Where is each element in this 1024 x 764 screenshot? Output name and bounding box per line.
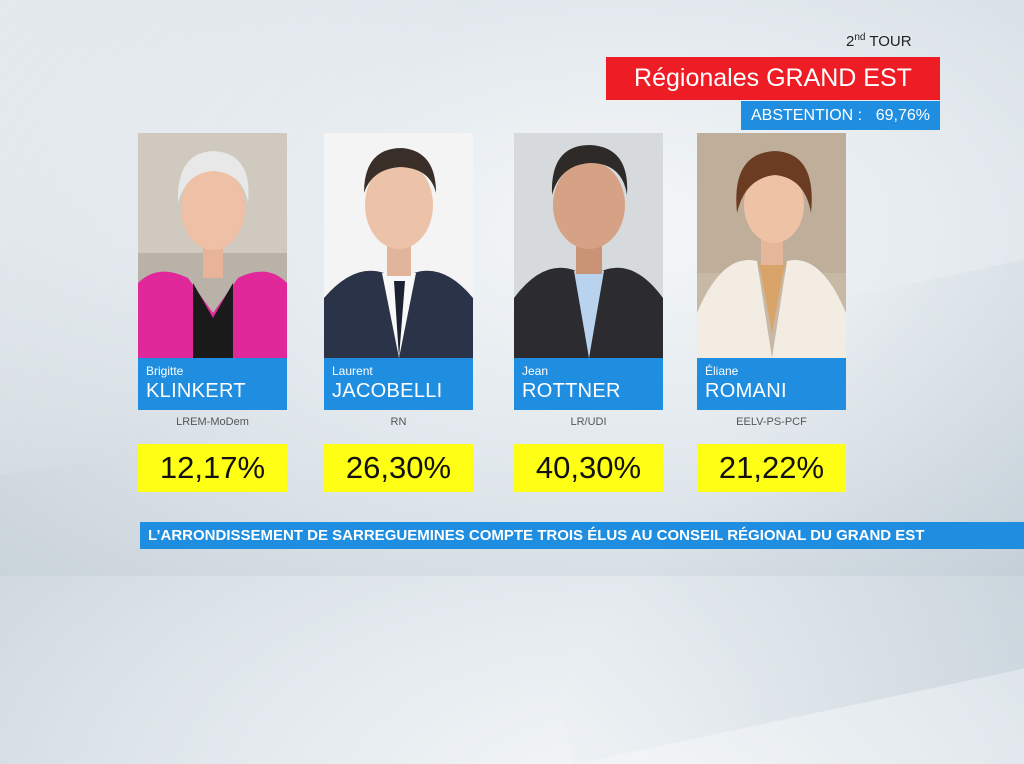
candidate-score: 21,22%: [697, 444, 846, 492]
candidate-photo: [324, 133, 473, 358]
candidate-first-name: Brigitte: [146, 364, 184, 378]
candidate-party: LREM-MoDem: [176, 416, 249, 428]
candidate-namebox: Brigitte KLINKERT: [138, 358, 287, 410]
candidate-first-name: Éliane: [705, 364, 739, 378]
candidate-photo: [697, 133, 846, 358]
candidate-party: RN: [390, 416, 407, 428]
election-title: Régionales GRAND EST: [606, 57, 940, 100]
candidate-score: 40,30%: [514, 444, 663, 492]
candidate-card-klinkert: Brigitte KLINKERT LREM-MoDem 12,17%: [138, 133, 287, 492]
abstention-bar: ABSTENTION : 69,76%: [741, 101, 940, 130]
candidate-last-name: ROTTNER: [522, 380, 621, 402]
round-label: 2nd TOUR: [846, 32, 912, 50]
candidate-photo: [514, 133, 663, 358]
candidate-namebox: Laurent JACOBELLI: [324, 358, 473, 410]
candidate-card-romani: Éliane ROMANI EELV-PS-PCF 21,22%: [697, 133, 846, 492]
candidate-card-rottner: Jean ROTTNER LR/UDI 40,30%: [514, 133, 663, 492]
candidate-namebox: Éliane ROMANI: [697, 358, 846, 410]
news-ticker-banner: L’ARRONDISSEMENT DE SARREGUEMINES COMPTE…: [140, 522, 1024, 549]
candidate-last-name: ROMANI: [705, 380, 787, 402]
candidate-last-name: JACOBELLI: [332, 380, 443, 402]
candidate-namebox: Jean ROTTNER: [514, 358, 663, 410]
candidate-party: LR/UDI: [570, 416, 607, 428]
candidate-score: 12,17%: [138, 444, 287, 492]
candidate-party: EELV-PS-PCF: [736, 416, 807, 428]
abstention-label: ABSTENTION :: [751, 107, 863, 124]
candidate-photo: [138, 133, 287, 358]
candidate-card-jacobelli: Laurent JACOBELLI RN 26,30%: [324, 133, 473, 492]
candidate-first-name: Laurent: [332, 364, 373, 378]
candidate-first-name: Jean: [522, 364, 549, 378]
abstention-value: 69,76%: [875, 107, 930, 124]
candidate-last-name: KLINKERT: [146, 380, 246, 402]
candidate-score: 26,30%: [324, 444, 473, 492]
